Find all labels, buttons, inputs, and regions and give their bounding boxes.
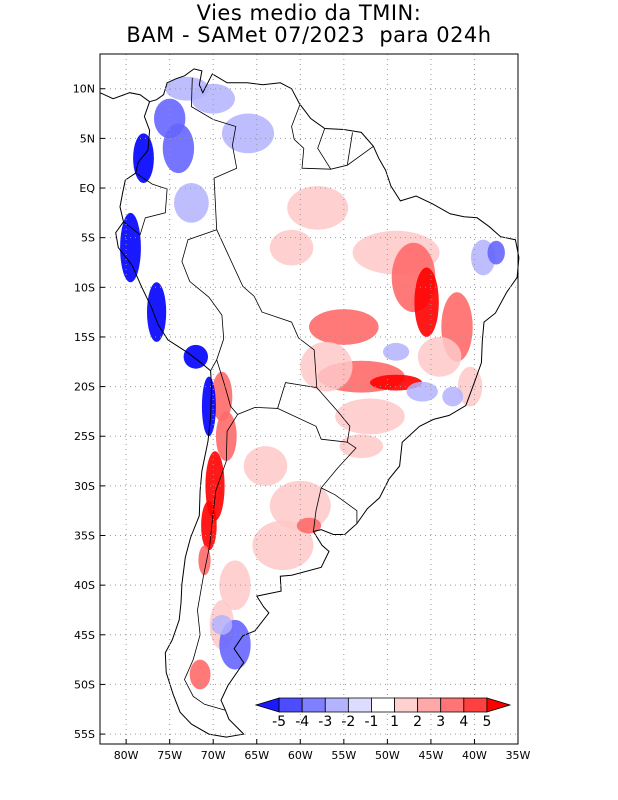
y-tick-label: 10N (73, 83, 95, 96)
bias-patch (339, 434, 384, 459)
bias-patch (243, 446, 288, 486)
x-tick-label: 40W (462, 749, 487, 762)
national-border (216, 359, 317, 415)
x-tick-label: 80W (114, 749, 139, 762)
bias-patch (287, 186, 349, 230)
bias-patch (442, 386, 464, 407)
y-tick-label: 25S (74, 430, 95, 443)
bias-patch (269, 229, 314, 266)
x-tick-label: 55W (331, 749, 356, 762)
y-tick-label: 30S (74, 480, 95, 493)
colorbar-swatch (324, 697, 349, 713)
colorbar-label: -3 (318, 714, 332, 730)
bias-patch (296, 517, 322, 534)
bias-patch (183, 344, 208, 369)
y-tick-label: 45S (74, 629, 95, 642)
title-line-2: BAM - SAMet 07/2023 para 024h (126, 23, 492, 47)
bias-patch (120, 212, 141, 283)
national-border (184, 414, 238, 711)
national-border (321, 487, 358, 524)
bias-patch (133, 133, 154, 183)
bias-patch (252, 520, 314, 571)
colorbar-swatch (463, 697, 488, 713)
x-tick-label: 45W (418, 749, 443, 762)
national-border (123, 172, 168, 236)
national-border (190, 77, 238, 230)
national-border (216, 229, 318, 388)
longitude-ticks: 80W 75W 70W 65W 60W 55W 50W 45W 40W 35W (114, 739, 531, 762)
bias-patch (201, 376, 216, 437)
colorbar-swatch (486, 697, 512, 713)
y-tick-label: 40S (74, 579, 95, 592)
y-tick-label: 5S (81, 232, 95, 245)
bias-patch (147, 282, 167, 342)
latitude-ticks: 10N 5N EQ 5S 10S 15S 20S 25S 30S 35S 40S 45S 50S 55S (73, 83, 105, 741)
x-tick-label: 60W (288, 749, 313, 762)
x-tick-label: 70W (201, 749, 226, 762)
y-tick-label: 35S (74, 530, 95, 543)
colorbar-label: -4 (295, 714, 309, 730)
bias-patch (300, 341, 353, 392)
colorbar: -5 -4 -3 -2 -1 1 2 3 4 5 (254, 697, 512, 730)
colorbar-label: 4 (459, 714, 468, 730)
x-tick-label: 50W (375, 749, 400, 762)
y-tick-label: 50S (74, 678, 95, 691)
bias-patch (174, 183, 209, 223)
colorbar-swatch (371, 697, 395, 713)
y-tick-label: 15S (74, 331, 95, 344)
national-border (317, 128, 332, 170)
y-tick-label: 10S (74, 281, 95, 294)
bias-patch (406, 381, 438, 402)
y-tick-label: EQ (79, 182, 95, 195)
x-tick-label: 75W (157, 749, 182, 762)
x-tick-label: 35W (506, 749, 531, 762)
x-tick-label: 65W (244, 749, 269, 762)
colorbar-swatch (278, 697, 303, 713)
bias-patch (198, 545, 211, 576)
bias-patch (201, 500, 217, 551)
bias-patch (309, 309, 379, 345)
bias-patch (189, 659, 211, 690)
colorbar-swatch (254, 697, 280, 713)
bias-patch (383, 342, 410, 361)
colorbar-swatch (394, 697, 419, 713)
map-frame (99, 53, 519, 745)
bias-patch (335, 398, 405, 435)
coastline (115, 68, 520, 738)
bias-patch (417, 336, 462, 377)
colorbar-label: 3 (436, 714, 445, 730)
national-border (313, 441, 357, 532)
national-border (181, 229, 225, 371)
bias-patch (211, 615, 233, 635)
colorbar-label: -1 (364, 714, 378, 730)
colorbar-swatch (347, 697, 372, 713)
national-border (346, 132, 353, 166)
bias-patch (162, 123, 195, 174)
colorbar-label: 2 (413, 714, 422, 730)
colorbar-label: 5 (482, 714, 491, 730)
y-tick-label: 55S (74, 728, 95, 741)
colorbar-label: -5 (272, 714, 286, 730)
title-line-1: Vies medio da TMIN: (196, 1, 422, 25)
bias-patch (414, 267, 439, 337)
bias-patch (487, 240, 505, 265)
central-america-coast (99, 92, 150, 103)
colorbar-swatch (440, 697, 465, 713)
colorbar-swatch (301, 697, 326, 713)
colorbar-label: 1 (390, 714, 399, 730)
graticule (100, 54, 518, 744)
y-tick-label: 5N (80, 132, 95, 145)
national-border (291, 103, 374, 170)
colorbar-swatch (417, 697, 442, 713)
map-title: Vies medio da TMIN: BAM - SAMet 07/2023 … (0, 2, 618, 46)
bias-patch (211, 371, 233, 422)
colorbar-label: -2 (341, 714, 355, 730)
y-tick-label: 20S (74, 381, 95, 394)
bias-patch (221, 113, 275, 154)
bias-patch (269, 480, 331, 531)
